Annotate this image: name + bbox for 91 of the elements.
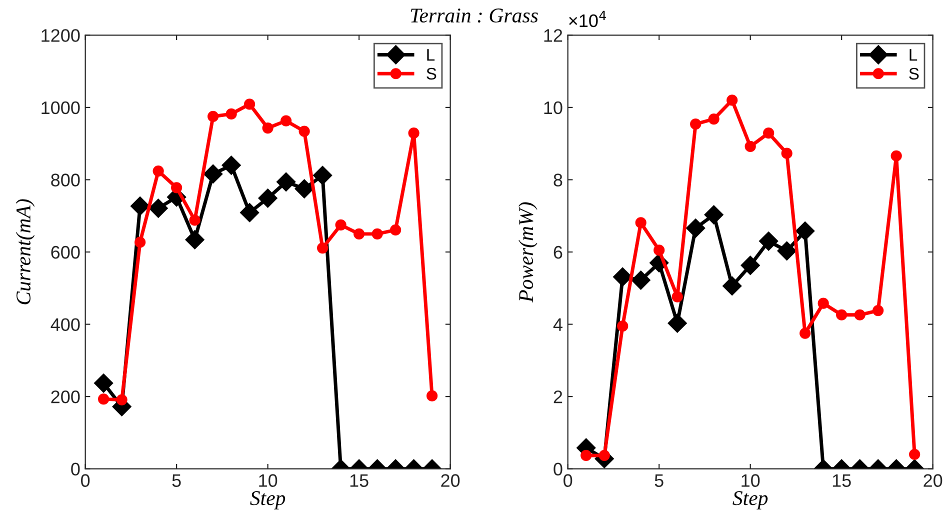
- point: [722, 276, 742, 296]
- point: [909, 448, 920, 460]
- x-tick-label: 5: [654, 474, 664, 487]
- point: [262, 122, 274, 134]
- point: [208, 110, 219, 122]
- point: [226, 108, 237, 120]
- y-tick-label: 10: [544, 101, 562, 114]
- point: [222, 156, 241, 175]
- point: [759, 232, 778, 251]
- point: [617, 320, 628, 332]
- x-tick-label: 0: [81, 474, 90, 487]
- point: [781, 148, 792, 159]
- x-tick-label: 5: [172, 474, 181, 487]
- x-tick-label: 15: [350, 474, 368, 487]
- x-tick-label: 10: [259, 474, 278, 487]
- point: [98, 394, 110, 405]
- point: [631, 270, 650, 290]
- point: [240, 203, 260, 222]
- y-tick-label: 1000: [42, 101, 80, 114]
- point: [148, 198, 168, 218]
- y-tick-label: 0: [71, 462, 80, 476]
- point: [580, 450, 592, 462]
- point: [335, 219, 346, 230]
- point: [426, 390, 438, 402]
- point: [171, 182, 182, 194]
- legend-label: L: [910, 49, 918, 61]
- text: ×10$^{4}$: [569, 10, 606, 28]
- y-tick-label: 800: [51, 174, 80, 186]
- point: [704, 205, 724, 224]
- y-tick-label: 1200: [42, 29, 80, 42]
- point: [116, 394, 128, 406]
- y-tick-label: 600: [51, 246, 80, 259]
- point: [372, 228, 383, 240]
- y-tick-label: 0: [554, 462, 562, 476]
- point: [317, 242, 328, 254]
- legend-label: S: [909, 68, 919, 80]
- y-tick-label: 2: [554, 390, 562, 404]
- point: [280, 115, 292, 126]
- point: [244, 98, 256, 110]
- y-tick-label: 6: [554, 246, 562, 259]
- point: [258, 188, 278, 208]
- point: [796, 222, 815, 241]
- point: [836, 309, 848, 320]
- y-axis-title: Current(mA): [16, 199, 35, 304]
- x-tick-label: 0: [564, 474, 572, 487]
- chart-title: Terrain : Grass: [410, 8, 538, 23]
- x-tick-label: 20: [441, 474, 460, 487]
- point: [185, 230, 204, 250]
- legend-label: L: [427, 49, 435, 61]
- point: [686, 218, 706, 238]
- y-tick-label: 4: [553, 318, 562, 331]
- point: [777, 241, 796, 260]
- x-axis-title: Step: [250, 491, 286, 510]
- x-tick-label: 20: [924, 474, 942, 487]
- point: [818, 298, 829, 309]
- point: [354, 228, 365, 240]
- point: [189, 214, 200, 226]
- point: [668, 314, 687, 333]
- point: [672, 291, 683, 302]
- point: [204, 164, 223, 184]
- point: [130, 196, 150, 216]
- x-tick-label: 15: [832, 474, 851, 487]
- point: [298, 126, 310, 137]
- point: [390, 224, 402, 236]
- point: [635, 217, 646, 228]
- point: [276, 172, 296, 192]
- y-tick-label: 12: [544, 29, 562, 42]
- point: [152, 165, 164, 177]
- point: [763, 128, 774, 139]
- point: [313, 166, 332, 185]
- point: [690, 118, 702, 130]
- x-tick-label: 10: [742, 474, 760, 487]
- point: [854, 309, 866, 320]
- point: [800, 328, 811, 339]
- point: [408, 128, 420, 139]
- point: [134, 236, 146, 248]
- point: [744, 140, 756, 152]
- x-axis-title: Step: [732, 491, 768, 510]
- point: [294, 179, 314, 198]
- y-tick-label: 200: [51, 390, 80, 404]
- point: [890, 150, 902, 162]
- point: [708, 113, 720, 125]
- legend-label: S: [426, 68, 436, 80]
- point: [740, 256, 760, 275]
- point: [726, 94, 738, 106]
- point: [654, 244, 665, 256]
- point: [872, 304, 884, 316]
- y-tick-label: 400: [50, 318, 80, 331]
- point: [94, 374, 114, 393]
- y-axis-title: Power(mW): [518, 202, 538, 302]
- y-tick-label: 8: [554, 174, 562, 186]
